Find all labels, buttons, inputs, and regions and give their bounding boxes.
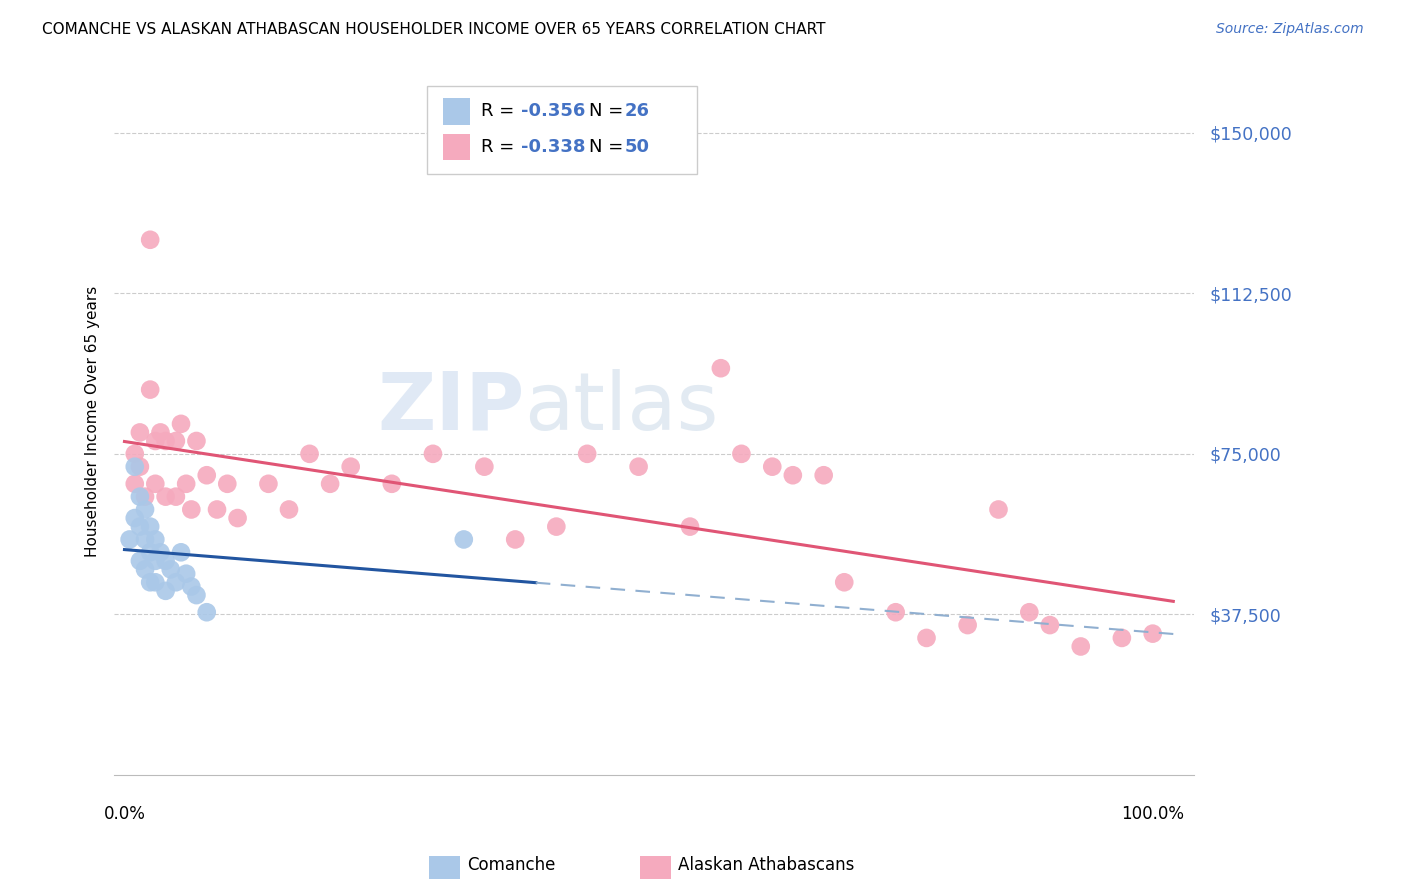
Point [128,519,150,533]
Point [139,519,162,533]
Point [139,575,162,590]
Point [1039,618,1062,632]
Point [155,490,177,504]
Point [128,554,150,568]
Point [195,605,218,619]
Point [278,502,301,516]
Point [134,490,156,504]
Point [143,554,166,568]
Point [170,417,193,431]
Point [546,519,568,533]
Point [174,566,197,581]
Point [782,468,804,483]
Point [813,468,835,483]
Point [139,233,162,247]
Point [627,459,650,474]
Text: COMANCHE VS ALASKAN ATHABASCAN HOUSEHOLDER INCOME OVER 65 YEARS CORRELATION CHAR: COMANCHE VS ALASKAN ATHABASCAN HOUSEHOLD… [42,22,825,37]
Point [143,575,166,590]
Text: atlas: atlas [524,368,718,447]
Point [186,588,208,602]
Point [155,554,177,568]
Point [124,476,146,491]
Point [422,447,444,461]
Point [174,476,197,491]
Text: Alaskan Athabascans: Alaskan Athabascans [678,856,853,874]
Text: Source: ZipAtlas.com: Source: ZipAtlas.com [1216,22,1364,37]
Point [226,511,249,525]
Point [730,447,752,461]
Point [205,502,228,516]
Point [298,447,321,461]
Point [319,476,342,491]
Point [956,618,979,632]
Point [710,361,733,376]
Text: 50: 50 [624,138,650,156]
Text: Comanche: Comanche [467,856,555,874]
Point [124,511,146,525]
Point [128,490,150,504]
Point [472,459,495,474]
Point [1142,626,1164,640]
Text: N =: N = [589,138,630,156]
Point [124,447,146,461]
Point [143,476,166,491]
Point [503,533,526,547]
Point [1070,640,1092,654]
FancyBboxPatch shape [443,134,471,161]
Point [453,533,475,547]
Point [165,434,187,448]
Point [884,605,907,619]
Text: N =: N = [589,102,630,120]
FancyBboxPatch shape [443,98,471,125]
Point [159,562,181,576]
Point [186,434,208,448]
Point [128,459,150,474]
Point [143,533,166,547]
Point [761,459,783,474]
FancyBboxPatch shape [427,87,697,175]
Text: 26: 26 [624,102,650,120]
Y-axis label: Householder Income Over 65 years: Householder Income Over 65 years [86,286,100,558]
Point [155,434,177,448]
Text: -0.356: -0.356 [522,102,586,120]
Point [915,631,938,645]
Text: 100.0%: 100.0% [1121,805,1184,823]
Point [381,476,404,491]
Text: R =: R = [481,138,520,156]
Point [679,519,702,533]
Point [134,502,156,516]
Point [155,583,177,598]
Text: ZIP: ZIP [377,368,524,447]
Point [118,533,141,547]
Point [134,562,156,576]
Point [143,434,166,448]
Text: -0.338: -0.338 [522,138,586,156]
Point [139,545,162,559]
Point [987,502,1010,516]
Point [170,545,193,559]
Point [124,459,146,474]
Point [139,383,162,397]
Point [165,490,187,504]
Point [1111,631,1133,645]
Point [576,447,599,461]
Text: R =: R = [481,102,520,120]
Point [180,580,202,594]
Point [128,425,150,440]
Point [149,425,172,440]
Point [134,533,156,547]
Point [217,476,239,491]
Point [1018,605,1040,619]
Point [832,575,855,590]
Text: 0.0%: 0.0% [104,805,145,823]
Point [149,545,172,559]
Point [165,575,187,590]
Point [195,468,218,483]
Point [257,476,280,491]
Point [339,459,361,474]
Point [180,502,202,516]
